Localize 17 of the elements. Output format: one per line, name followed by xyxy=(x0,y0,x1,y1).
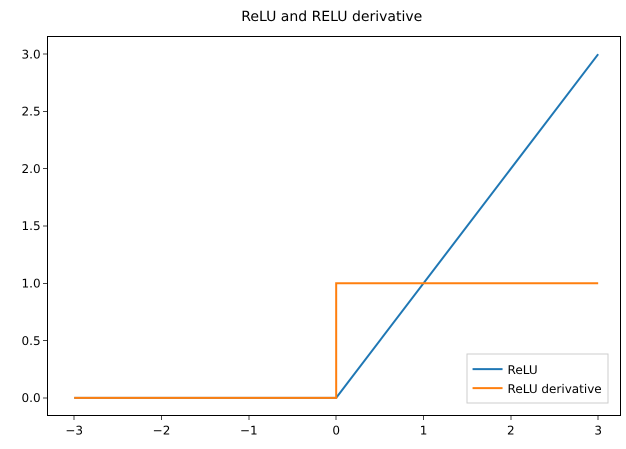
y-tick-label: 3.0 xyxy=(22,47,41,62)
x-tick-label: −3 xyxy=(65,423,84,438)
y-tick-label: 0.0 xyxy=(22,391,41,406)
y-tick-label: 1.5 xyxy=(22,219,41,234)
x-tick-label: 1 xyxy=(420,423,428,438)
legend-label: ReLU derivative xyxy=(508,382,602,396)
x-tick-label: 2 xyxy=(507,423,515,438)
y-tick-label: 0.5 xyxy=(22,334,41,348)
y-tick-label: 1.0 xyxy=(22,276,41,290)
x-tick-label: −1 xyxy=(240,423,258,438)
x-tick-label: 0 xyxy=(332,423,340,438)
x-tick-label: 3 xyxy=(594,423,602,438)
x-tick-label: −2 xyxy=(152,423,170,438)
legend-label: ReLU xyxy=(508,362,538,377)
chart-title: ReLU and RELU derivative xyxy=(241,9,422,26)
y-tick-label: 2.0 xyxy=(22,162,41,176)
y-tick-label: 2.5 xyxy=(22,104,41,119)
